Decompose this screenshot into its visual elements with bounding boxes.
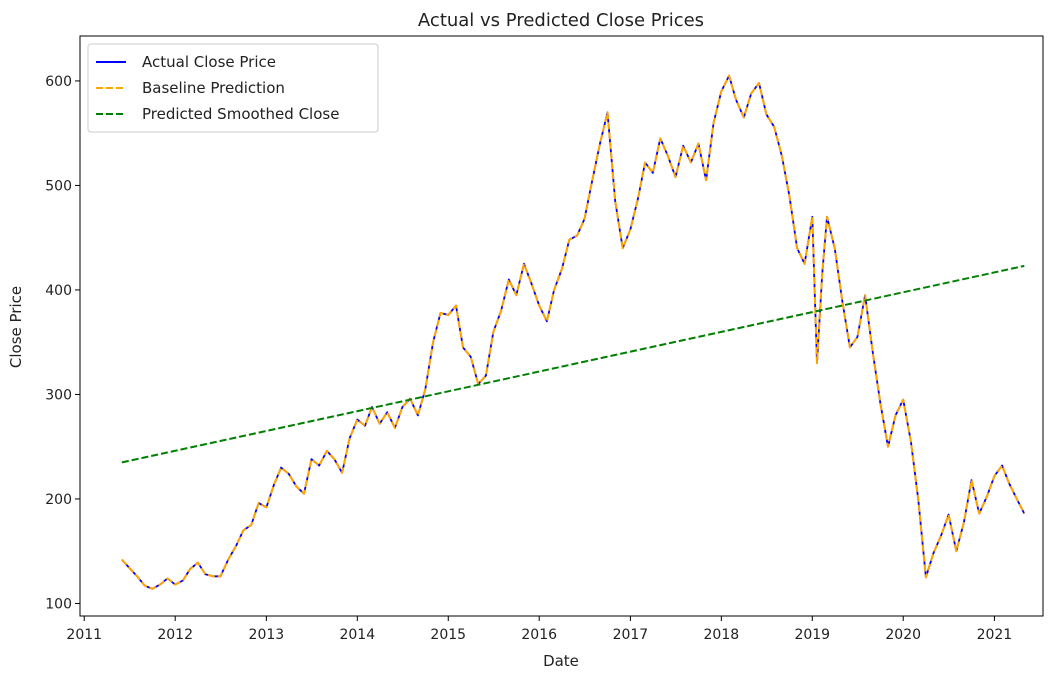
x-tick-label: 2015 <box>430 627 466 643</box>
chart-title: Actual vs Predicted Close Prices <box>418 10 704 31</box>
x-tick-label: 2013 <box>249 627 285 643</box>
series-line-predicted-smoothed-close <box>121 264 1025 464</box>
legend-label: Actual Close Price <box>142 53 276 71</box>
y-tick-label: 500 <box>45 178 72 194</box>
y-tick-label: 600 <box>45 74 72 90</box>
x-axis-label: Date <box>543 652 579 670</box>
y-tick-label: 100 <box>45 596 72 612</box>
legend-box <box>87 43 379 133</box>
x-tick-label: 2019 <box>794 627 830 643</box>
series-line-actual-close-price <box>121 74 1026 590</box>
x-tick-label: 2012 <box>157 627 193 643</box>
x-tick-label: 2014 <box>339 627 375 643</box>
x-tick-label: 2016 <box>521 627 557 643</box>
legend-label: Predicted Smoothed Close <box>142 105 339 123</box>
y-tick-label: 400 <box>45 283 72 299</box>
x-tick-label: 2017 <box>613 627 649 643</box>
legend: Actual Close Price Baseline Prediction Pre… <box>87 43 379 133</box>
x-tick-label: 2011 <box>66 627 102 643</box>
y-tick-label: 300 <box>45 387 72 403</box>
y-tick-label: 200 <box>45 492 72 508</box>
y-axis-label: Close Price <box>7 286 25 368</box>
x-tick-label: 2020 <box>885 627 921 643</box>
legend-label: Baseline Prediction <box>142 79 285 97</box>
x-tick-label: 2018 <box>704 627 740 643</box>
plot-frame <box>79 35 1044 617</box>
series-line-baseline-prediction <box>121 74 1026 590</box>
x-tick-label: 2021 <box>977 627 1013 643</box>
plot-area: 100 200 300 400 500 600 2011 2012 2013 2014 2015 20… <box>45 35 1044 643</box>
